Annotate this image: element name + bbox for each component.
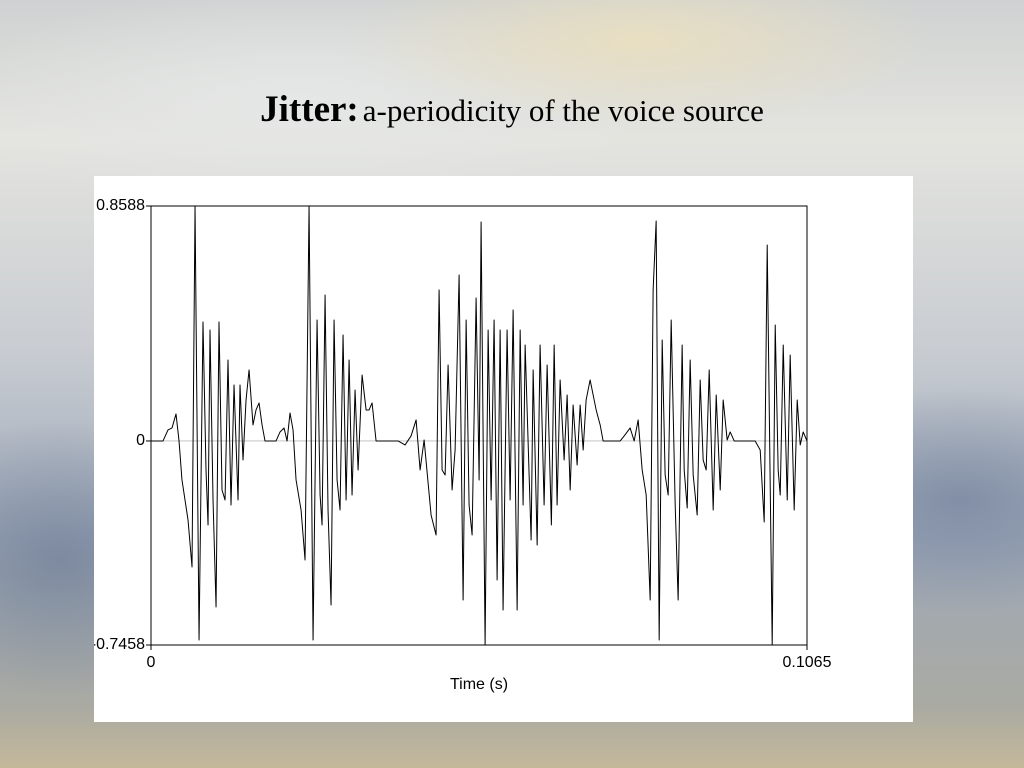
plot-frame — [150, 205, 808, 646]
slide-title: Jitter: a-periodicity of the voice sourc… — [0, 88, 1024, 131]
x-tick-label: 0 — [147, 654, 156, 671]
x-axis-label: Time (s) — [450, 676, 508, 693]
y-tick-label: 0.8588 — [96, 197, 145, 214]
x-tick-label: 0.1065 — [783, 654, 832, 671]
y-tick-label: -0.7458 — [94, 636, 145, 653]
title-text: a-periodicity of the voice source — [362, 93, 764, 128]
waveform-line — [151, 205, 808, 646]
chart-panel: -0.7458 0 0.8588 0 0.1065 Time (s) — [94, 176, 913, 722]
title-lead: Jitter: — [260, 89, 359, 130]
y-tick-label: 0 — [136, 432, 145, 449]
